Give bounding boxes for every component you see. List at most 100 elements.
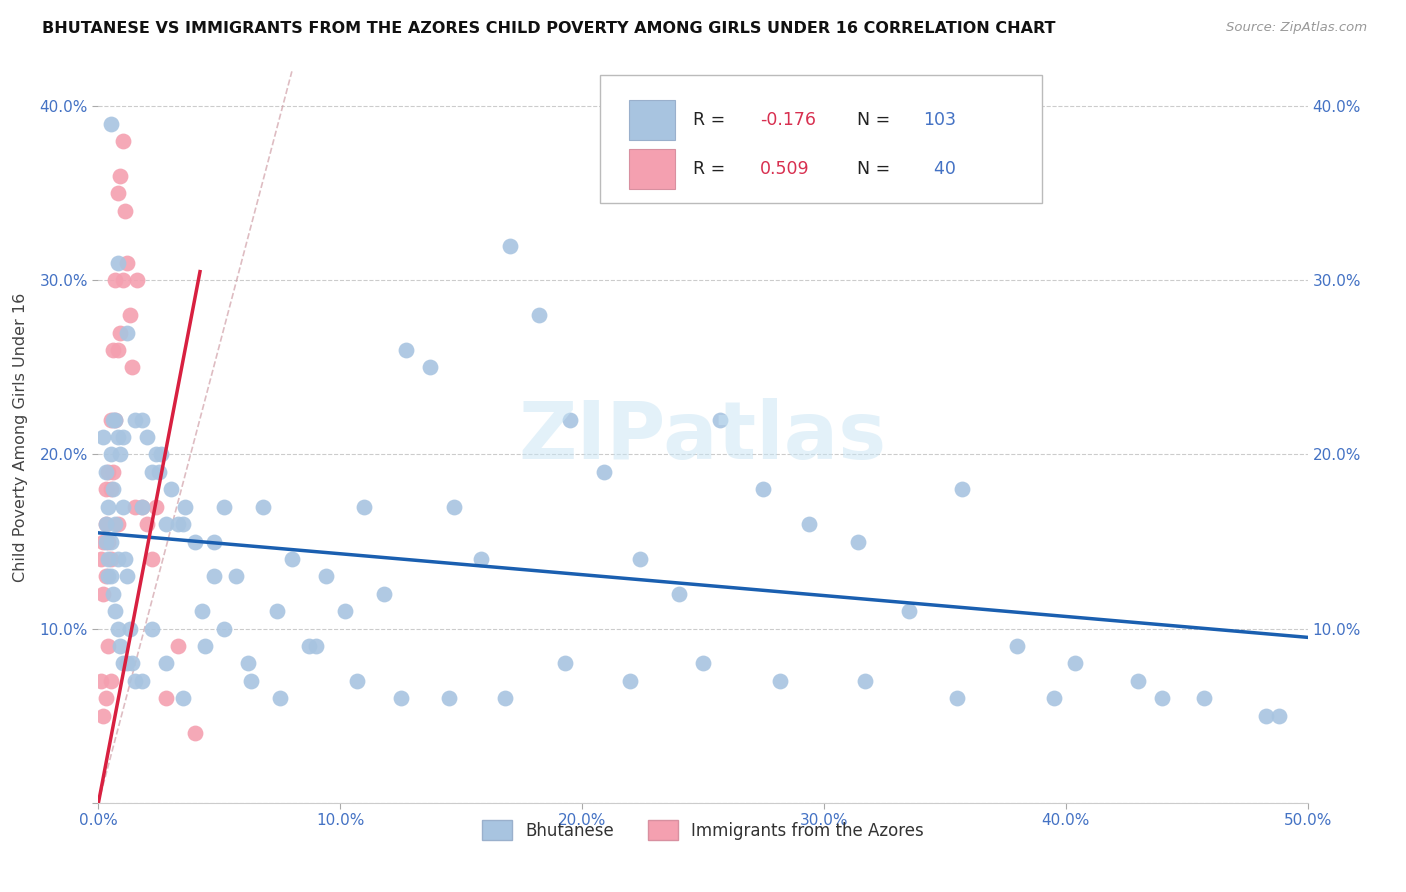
Point — [100, 673, 122, 688]
Point — [90, 552, 112, 566]
Point — [131, 500, 153, 514]
Point — [799, 517, 821, 532]
Point — [100, 534, 122, 549]
Point — [107, 622, 129, 636]
Point — [419, 360, 441, 375]
Point — [184, 726, 207, 740]
Text: ZIPatlas: ZIPatlas — [519, 398, 887, 476]
Point — [107, 343, 129, 357]
Text: 103: 103 — [924, 112, 956, 129]
Point — [90, 673, 112, 688]
Point — [204, 569, 226, 583]
Point — [470, 552, 492, 566]
Text: -0.176: -0.176 — [759, 112, 815, 129]
Point — [373, 587, 395, 601]
Point — [91, 708, 114, 723]
Point — [252, 500, 274, 514]
Point — [1007, 639, 1029, 653]
Point — [100, 448, 122, 462]
Point — [527, 308, 550, 322]
Point — [101, 465, 124, 479]
Point — [1152, 691, 1174, 706]
Point — [145, 500, 167, 514]
Point — [121, 657, 143, 671]
Point — [108, 169, 131, 183]
Point — [709, 412, 731, 426]
Point — [100, 552, 122, 566]
Point — [91, 534, 114, 549]
Point — [155, 517, 177, 532]
Point — [135, 430, 157, 444]
Point — [94, 691, 117, 706]
Point — [141, 622, 163, 636]
Point — [160, 483, 183, 497]
Point — [494, 691, 516, 706]
Point — [172, 517, 194, 532]
Point — [124, 412, 146, 426]
Point — [94, 517, 117, 532]
Point — [104, 604, 127, 618]
Point — [315, 569, 337, 583]
Point — [155, 691, 177, 706]
Point — [266, 604, 288, 618]
Point — [104, 517, 127, 532]
Point — [1128, 673, 1150, 688]
Point — [111, 430, 134, 444]
Point — [692, 657, 714, 671]
Point — [443, 500, 465, 514]
Point — [101, 587, 124, 601]
Point — [389, 691, 412, 706]
Point — [897, 604, 920, 618]
Point — [100, 412, 122, 426]
Point — [94, 569, 117, 583]
Point — [281, 552, 304, 566]
Point — [135, 517, 157, 532]
Point — [174, 500, 197, 514]
Point — [114, 203, 136, 218]
Point — [853, 673, 876, 688]
Point — [124, 673, 146, 688]
Point — [204, 534, 226, 549]
Text: Source: ZipAtlas.com: Source: ZipAtlas.com — [1226, 21, 1367, 35]
Point — [238, 657, 260, 671]
Point — [111, 500, 134, 514]
Point — [107, 552, 129, 566]
Point — [437, 691, 460, 706]
Point — [298, 639, 321, 653]
Text: R =: R = — [693, 112, 731, 129]
Point — [333, 604, 356, 618]
Point — [167, 639, 190, 653]
Point — [172, 691, 194, 706]
Point — [100, 117, 122, 131]
Point — [97, 500, 120, 514]
Point — [846, 534, 869, 549]
Point — [554, 657, 576, 671]
Point — [104, 412, 127, 426]
Point — [101, 483, 124, 497]
Point — [769, 673, 792, 688]
Point — [101, 412, 124, 426]
Point — [97, 552, 120, 566]
Legend: Bhutanese, Immigrants from the Azores: Bhutanese, Immigrants from the Azores — [475, 814, 931, 847]
Point — [498, 238, 520, 252]
Point — [269, 691, 291, 706]
Point — [111, 273, 134, 287]
Point — [141, 552, 163, 566]
Point — [239, 673, 262, 688]
Point — [394, 343, 416, 357]
Point — [558, 412, 581, 426]
Point — [117, 326, 139, 340]
Point — [100, 483, 122, 497]
Point — [212, 500, 235, 514]
Point — [94, 534, 117, 549]
Point — [94, 483, 117, 497]
Text: 40: 40 — [924, 160, 956, 178]
Point — [127, 273, 149, 287]
Point — [118, 622, 141, 636]
Point — [94, 517, 117, 532]
Point — [107, 186, 129, 201]
Point — [114, 552, 136, 566]
Point — [111, 657, 134, 671]
Point — [305, 639, 328, 653]
Point — [104, 412, 127, 426]
